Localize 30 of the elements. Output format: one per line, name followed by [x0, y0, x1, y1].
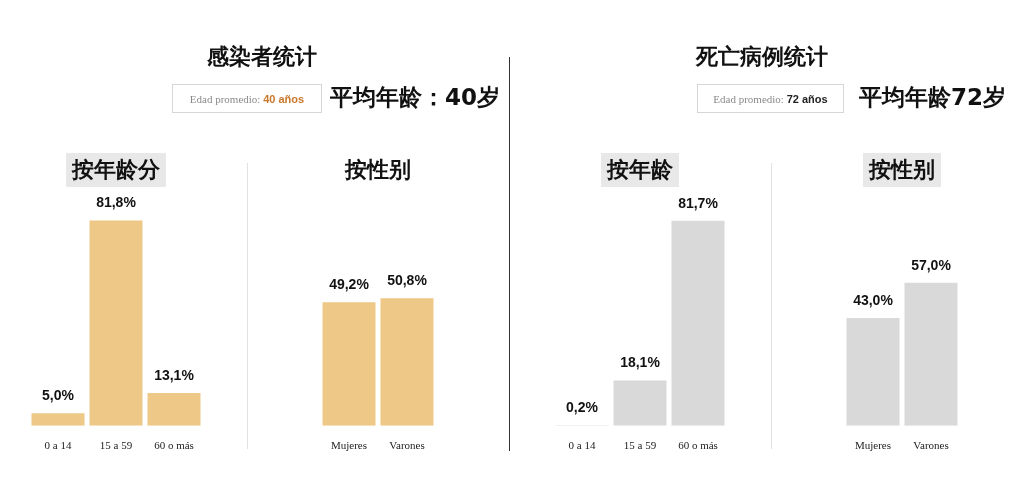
- x-tick-label: 15 a 59: [99, 439, 133, 452]
- data-label: 50,8%: [387, 272, 428, 289]
- x-tick-label: Mujeres: [330, 439, 368, 452]
- data-label: 0,2%: [566, 399, 599, 416]
- x-tick-label: 15 a 59: [623, 439, 657, 452]
- chart-title: 按年龄分: [66, 153, 166, 187]
- text: 感染者统计: [207, 44, 317, 70]
- x-tick-label: 0 a 14: [568, 439, 596, 452]
- data-label: 5,0%: [42, 387, 75, 404]
- data-label: 13,1%: [154, 366, 195, 383]
- x-tick-label: 0 a 14: [44, 439, 72, 452]
- data-label: 57,0%: [911, 256, 952, 273]
- x-tick-label: Varones: [389, 439, 425, 452]
- info-box: Edad promedio: 40 años: [172, 84, 322, 113]
- x-tick-label: Varones: [913, 439, 949, 452]
- data-label: 49,2%: [329, 276, 370, 293]
- x-tick-label: Mujeres: [854, 439, 892, 452]
- chart-title: 按性别: [863, 153, 941, 187]
- text: 死亡病例统计: [696, 44, 828, 70]
- x-tick-label: 60 o más: [678, 439, 718, 452]
- text: 平均年龄72岁: [859, 83, 1007, 111]
- x-tick-label: 60 o más: [154, 439, 194, 452]
- data-label: 43,0%: [853, 291, 894, 308]
- info-box: Edad promedio: 72 años: [697, 84, 844, 113]
- data-label: 81,7%: [678, 194, 719, 211]
- text: 平均年龄：40岁: [330, 83, 501, 111]
- data-label: 81,8%: [96, 194, 137, 211]
- data-label: 18,1%: [620, 354, 661, 371]
- chart-title: 按性别: [343, 156, 412, 184]
- chart-title: 按年龄: [601, 153, 679, 187]
